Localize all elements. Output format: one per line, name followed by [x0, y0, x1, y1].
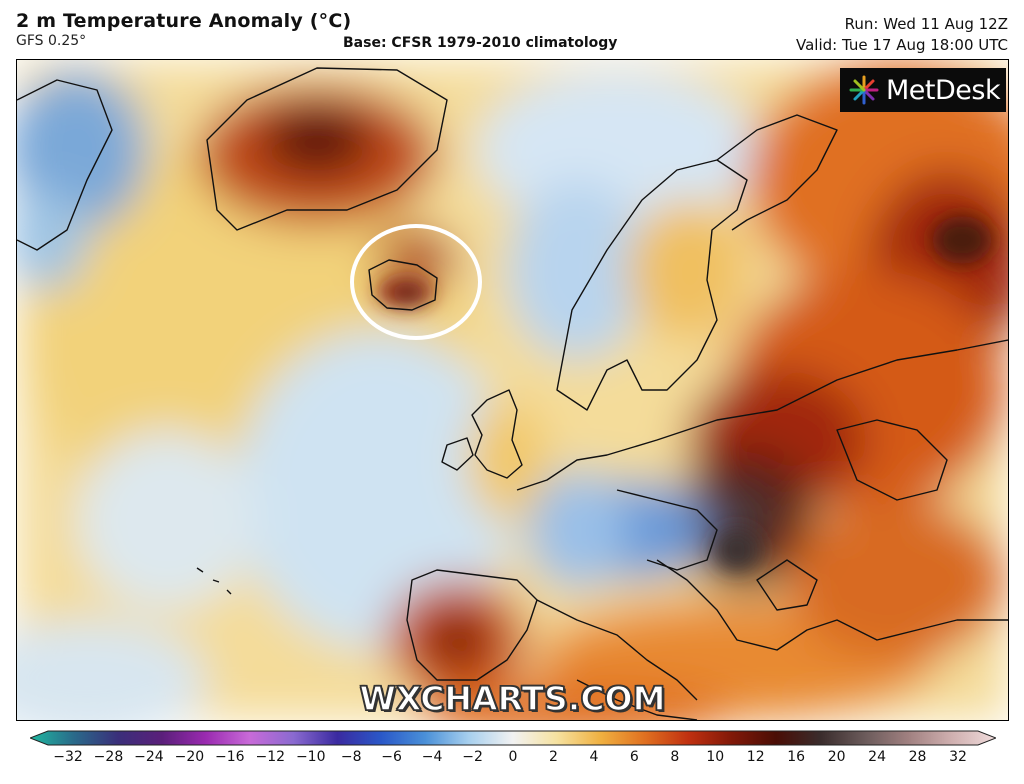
header-left: 2 m Temperature Anomaly (°C) GFS 0.25°	[16, 10, 351, 49]
legend-tick-label: 24	[868, 749, 886, 765]
legend-colorbar	[28, 730, 998, 746]
legend-tick-label: 16	[787, 749, 806, 765]
valid-time-label: Valid: Tue 17 Aug 18:00 UTC	[796, 36, 1008, 54]
map-canvas	[17, 60, 1008, 720]
climatology-base-label: Base: CFSR 1979-2010 climatology	[343, 35, 618, 51]
legend-tick-label: 2	[548, 749, 558, 765]
legend-tick-label: −12	[255, 749, 286, 765]
legend-tick-label: 32	[949, 749, 967, 765]
anomaly-map[interactable]: MetDesk WXCHARTS.COM	[16, 59, 1009, 721]
color-legend: −32 −28 −24 −20 −16 −12 −10 −8 −6 −4 −2 0 2 4 6 8 10 12 16…	[28, 728, 998, 778]
legend-tick-label: −10	[295, 749, 326, 765]
legend-tick-label: −16	[215, 749, 245, 765]
legend-tick-label: 10	[706, 749, 725, 765]
logo-text: MetDesk	[886, 74, 1001, 106]
run-time-label: Run: Wed 11 Aug 12Z	[844, 15, 1008, 33]
starburst-logo-icon	[849, 75, 879, 105]
iceland-highlight-circle	[350, 224, 482, 340]
legend-ticks: −32 −28 −24 −20 −16 −12 −10 −8 −6 −4 −2 0 2 4 6 8 10 12 16…	[30, 749, 996, 769]
legend-tick-label: −20	[174, 749, 205, 765]
legend-tick-label: −4	[421, 749, 443, 765]
metdesk-logo: MetDesk	[840, 68, 1006, 112]
legend-tick-label: −6	[381, 749, 402, 765]
legend-tick-label: 20	[827, 749, 846, 765]
legend-tick-label: 4	[589, 749, 599, 765]
legend-tick-label: 12	[746, 749, 765, 765]
coastlines	[17, 67, 1008, 720]
wxcharts-watermark: WXCHARTS.COM	[359, 678, 666, 719]
header-right: Run: Wed 11 Aug 12Z Valid: Tue 17 Aug 18…	[796, 14, 1008, 56]
model-label: GFS 0.25°	[16, 33, 87, 49]
legend-tick-label: 28	[908, 749, 927, 765]
legend-tick-label: −8	[340, 749, 362, 765]
legend-tick-label: −28	[93, 749, 124, 765]
legend-tick-label: −24	[134, 749, 164, 765]
hotspot-layer	[377, 216, 992, 570]
legend-tick-label: 0	[508, 749, 518, 765]
anomaly-field	[17, 60, 1008, 720]
legend-tick-label: 8	[670, 749, 680, 765]
legend-tick-label: −32	[53, 749, 83, 765]
legend-tick-label: −2	[462, 749, 483, 765]
legend-tick-label: 6	[629, 749, 639, 765]
chart-title: 2 m Temperature Anomaly (°C)	[16, 10, 352, 32]
